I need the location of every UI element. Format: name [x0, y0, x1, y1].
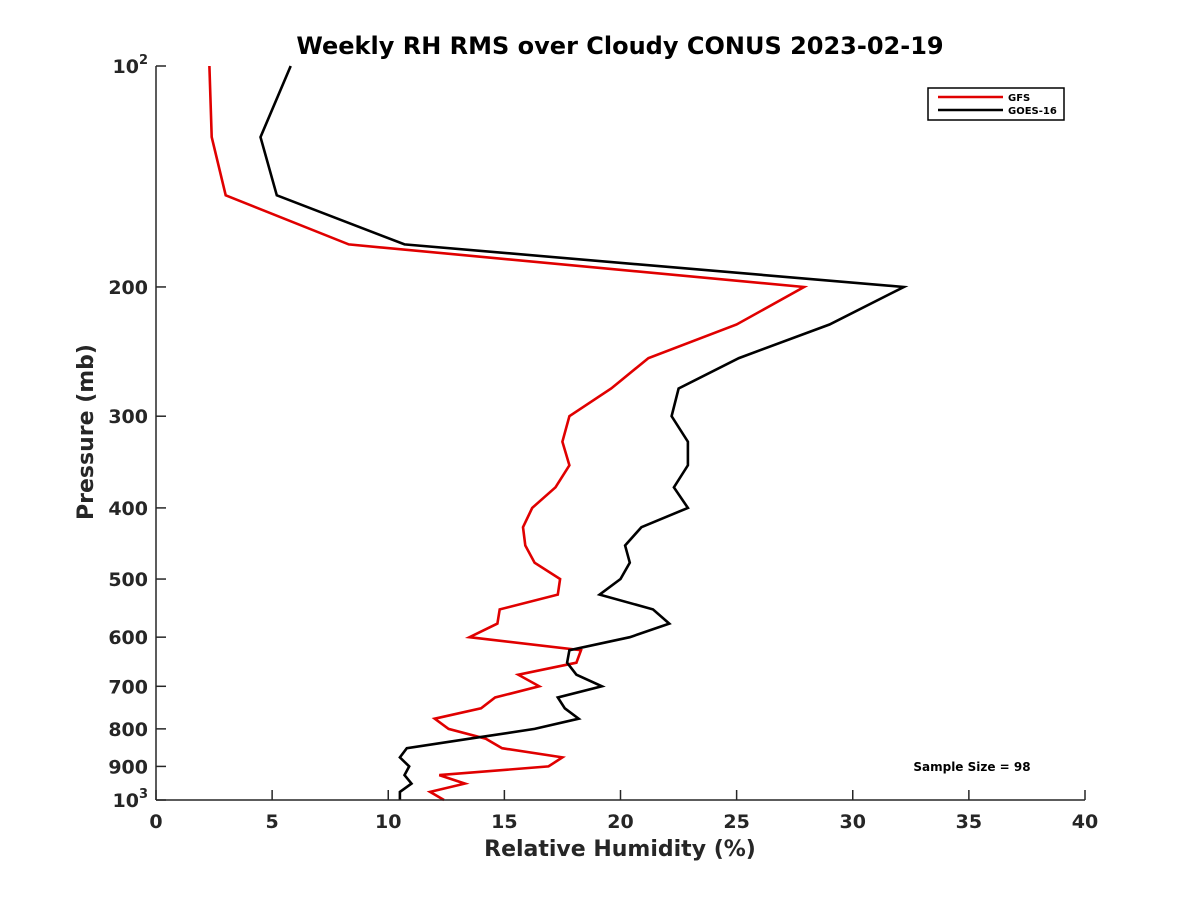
x-tick-label: 35: [956, 811, 982, 833]
series-layer: [208, 65, 909, 802]
series-line-goes16: [259, 65, 909, 800]
x-tick-label: 25: [723, 811, 749, 833]
x-tick-label: 5: [266, 811, 279, 833]
y-tick-label: 103: [113, 787, 149, 812]
y-tick-label: 200: [108, 277, 148, 299]
x-tick-label: 0: [149, 811, 162, 833]
x-tick-label: 20: [607, 811, 633, 833]
sample-size-annotation: Sample Size = 98: [913, 760, 1030, 774]
x-tick-label: 10: [375, 811, 401, 833]
x-tick-label: 40: [1072, 811, 1098, 833]
legend-label-gfs: GFS: [1008, 93, 1030, 104]
y-tick-label: 600: [108, 627, 148, 649]
legend: GFS GOES-16: [927, 87, 1065, 121]
y-tick-label: 700: [108, 676, 148, 698]
y-tick-label: 500: [108, 569, 148, 591]
legend-box: [927, 87, 1065, 121]
y-tick-label: 900: [108, 756, 148, 778]
y-tick-label: 102: [113, 53, 149, 78]
x-axis-label: Relative Humidity (%): [484, 837, 756, 862]
legend-label-goes16: GOES-16: [1008, 106, 1057, 117]
chart-title: Weekly RH RMS over Cloudy CONUS 2023-02-…: [296, 32, 943, 60]
y-tick-label: 400: [108, 498, 148, 520]
x-tick-label: 30: [840, 811, 866, 833]
axes: 0 5 10 15 20 25 30 35 40 102 200 300 400 500 600 700 800…: [108, 53, 1098, 833]
y-axis-label: Pressure (mb): [74, 344, 99, 520]
y-tick-label: 300: [108, 406, 148, 428]
y-tick-label: 800: [108, 719, 148, 741]
x-tick-label: 15: [491, 811, 517, 833]
series-line-gfs: [208, 65, 809, 802]
